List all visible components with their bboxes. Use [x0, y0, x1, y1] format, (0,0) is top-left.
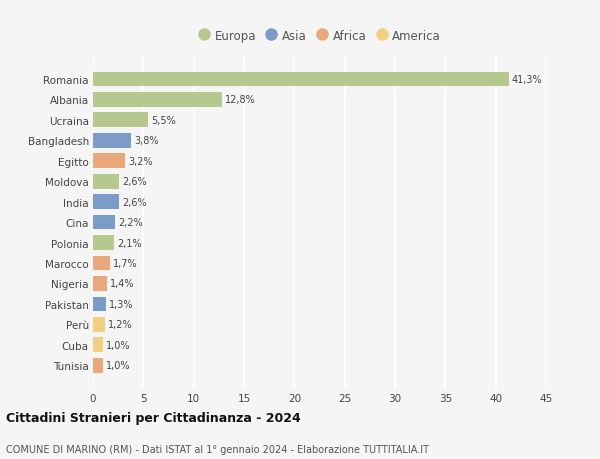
Bar: [93, 154, 125, 169]
Text: 1,2%: 1,2%: [108, 319, 133, 330]
Bar: [93, 174, 119, 189]
Text: Cittadini Stranieri per Cittadinanza - 2024: Cittadini Stranieri per Cittadinanza - 2…: [6, 412, 301, 425]
Text: 12,8%: 12,8%: [225, 95, 256, 105]
Bar: [93, 256, 110, 271]
Bar: [93, 358, 103, 373]
Text: 2,1%: 2,1%: [117, 238, 142, 248]
Bar: [93, 317, 105, 332]
Bar: [93, 93, 222, 107]
Bar: [93, 276, 107, 291]
Text: 1,7%: 1,7%: [113, 258, 138, 269]
Bar: [93, 73, 509, 87]
Text: 41,3%: 41,3%: [512, 75, 542, 85]
Text: 1,0%: 1,0%: [106, 360, 131, 370]
Text: 5,5%: 5,5%: [151, 116, 176, 126]
Bar: [93, 215, 115, 230]
Text: 2,6%: 2,6%: [122, 197, 147, 207]
Bar: [93, 235, 114, 250]
Bar: [93, 297, 106, 312]
Text: 3,8%: 3,8%: [134, 136, 159, 146]
Text: 1,3%: 1,3%: [109, 299, 134, 309]
Text: 2,6%: 2,6%: [122, 177, 147, 187]
Bar: [93, 113, 148, 128]
Bar: [93, 195, 119, 210]
Text: COMUNE DI MARINO (RM) - Dati ISTAT al 1° gennaio 2024 - Elaborazione TUTTITALIA.: COMUNE DI MARINO (RM) - Dati ISTAT al 1°…: [6, 444, 429, 454]
Bar: [93, 338, 103, 353]
Text: 1,0%: 1,0%: [106, 340, 131, 350]
Bar: [93, 134, 131, 148]
Text: 1,4%: 1,4%: [110, 279, 134, 289]
Legend: Europa, Asia, Africa, America: Europa, Asia, Africa, America: [193, 25, 446, 48]
Text: 3,2%: 3,2%: [128, 157, 153, 166]
Text: 2,2%: 2,2%: [118, 218, 143, 228]
